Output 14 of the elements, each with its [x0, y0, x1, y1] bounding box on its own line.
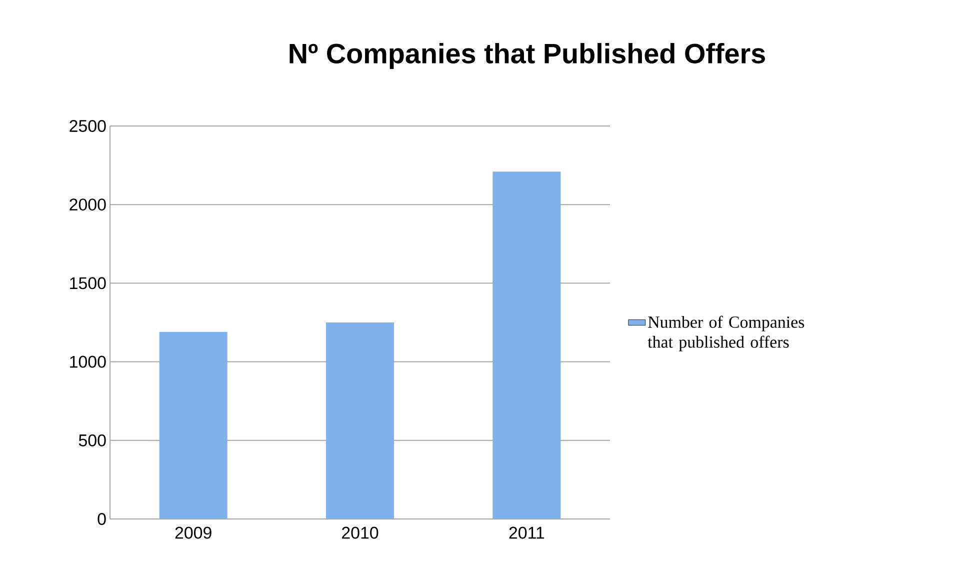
chart-title: Nº Companies that Published Offers [290, 43, 765, 69]
x-tick-label: 2011 [509, 526, 544, 539]
y-tick-label: 2500 [70, 120, 106, 132]
y-tick-label: 1500 [70, 277, 106, 290]
y-tick-label: 1000 [70, 356, 106, 368]
y-tick-label: 0 [98, 512, 106, 525]
x-tick-label: 2010 [342, 526, 378, 539]
y-tick-label: 2000 [70, 198, 106, 211]
y-tick-label: 500 [78, 434, 106, 446]
legend-label: Number of Companies that published offers [648, 316, 804, 352]
bar [492, 172, 561, 519]
bar [326, 322, 394, 519]
x-tick-label: 2009 [175, 526, 212, 539]
bar [159, 332, 228, 519]
